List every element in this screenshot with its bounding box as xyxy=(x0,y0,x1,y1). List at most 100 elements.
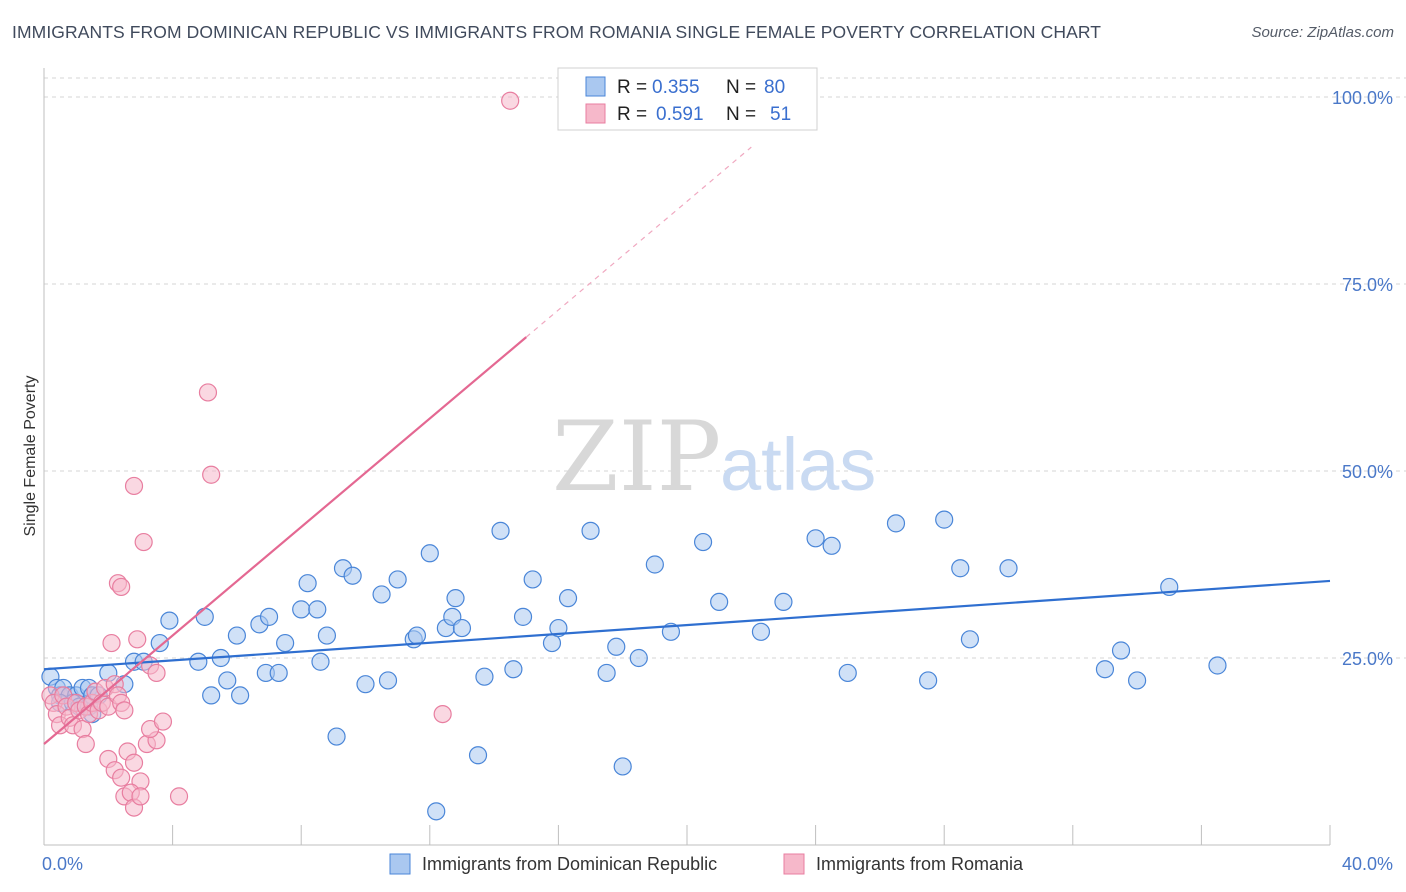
point-s0-33 xyxy=(292,600,311,619)
point-s0-83 xyxy=(1111,641,1131,660)
legend-n-value-2: 51 xyxy=(770,104,791,125)
series-swatch-pink xyxy=(783,853,805,875)
point-s0-20 xyxy=(160,611,179,630)
point-s0-72 xyxy=(774,592,793,612)
point-s0-77 xyxy=(919,671,938,690)
point-s1-26 xyxy=(112,768,131,787)
legend-swatch-pink xyxy=(585,103,606,124)
point-s0-74 xyxy=(822,536,841,555)
y-axis-label: Single Female Poverty xyxy=(22,376,39,537)
x-tick-label-0: 0.0% xyxy=(42,854,83,874)
point-s1-40 xyxy=(128,630,147,649)
point-s1-42 xyxy=(147,663,166,683)
legend-r-label-1: R = xyxy=(617,77,647,98)
legend-n-label-2: N = xyxy=(726,104,756,125)
point-s1-45 xyxy=(124,476,144,496)
point-s0-34 xyxy=(298,574,317,593)
point-s0-46 xyxy=(407,626,427,645)
point-s0-60 xyxy=(549,618,568,638)
point-s0-70 xyxy=(710,592,729,612)
series-swatch-blue xyxy=(389,853,411,875)
point-s0-38 xyxy=(327,727,346,746)
point-s0-63 xyxy=(597,663,616,683)
legend-r-value-1: 0.355 xyxy=(652,77,700,98)
point-s1-39 xyxy=(102,633,121,653)
point-s1-28 xyxy=(124,753,144,772)
point-s0-52 xyxy=(452,618,472,638)
point-s1-49 xyxy=(433,704,452,724)
point-s0-48 xyxy=(427,802,446,821)
y-tick-labels: 25.0% 50.0% 75.0% 100.0% xyxy=(1332,88,1393,669)
trend-line-dominican xyxy=(43,579,1331,671)
watermark-zip: ZIP xyxy=(552,401,721,513)
point-s0-54 xyxy=(475,667,494,686)
legend-r-value-2: 0.591 xyxy=(656,104,704,125)
point-s1-33 xyxy=(153,712,173,731)
legend-box: R = 0.355 N = 80 R = 0.591 N = 51 xyxy=(557,67,818,131)
point-s0-62 xyxy=(581,521,600,540)
point-s0-42 xyxy=(372,585,391,604)
point-s1-22 xyxy=(115,701,134,720)
point-s0-47 xyxy=(420,544,439,563)
point-s0-43 xyxy=(378,671,398,690)
point-s0-55 xyxy=(491,521,510,540)
point-s0-27 xyxy=(231,686,250,705)
series-label-romania: Immigrants from Romania xyxy=(816,854,1024,874)
point-s0-40 xyxy=(343,566,362,585)
point-s0-51 xyxy=(446,589,465,608)
point-s0-56 xyxy=(504,660,523,679)
point-s1-37 xyxy=(131,787,150,806)
point-s0-26 xyxy=(227,626,246,645)
legend-n-value-1: 80 xyxy=(764,77,785,98)
point-s0-79 xyxy=(951,559,970,578)
x-tick-label-1: 40.0% xyxy=(1342,854,1393,874)
point-s0-61 xyxy=(558,589,578,608)
point-s0-86 xyxy=(1208,656,1227,675)
point-s0-71 xyxy=(751,622,771,641)
point-s0-30 xyxy=(259,607,279,626)
point-s0-41 xyxy=(356,675,375,694)
point-s0-44 xyxy=(388,570,407,589)
point-s0-53 xyxy=(468,746,488,765)
point-s1-46 xyxy=(134,532,153,552)
point-s0-23 xyxy=(202,686,221,705)
point-s1-47 xyxy=(198,383,218,402)
point-s0-69 xyxy=(693,532,713,552)
point-s0-25 xyxy=(218,671,237,690)
y-tick-label-2: 75.0% xyxy=(1342,275,1393,295)
point-s0-81 xyxy=(999,559,1018,578)
legend-n-label-1: N = xyxy=(726,77,756,98)
point-s0-31 xyxy=(269,663,288,683)
point-s0-82 xyxy=(1095,660,1115,679)
legend-swatch-blue xyxy=(585,76,606,97)
point-s0-22 xyxy=(195,607,214,626)
chart-title: IMMIGRANTS FROM DOMINICAN REPUBLIC VS IM… xyxy=(12,22,1102,42)
y-tick-label-0: 25.0% xyxy=(1342,649,1393,669)
point-s0-67 xyxy=(645,555,664,574)
point-s0-57 xyxy=(513,607,533,626)
point-s0-66 xyxy=(629,648,648,668)
point-s1-38 xyxy=(169,787,189,806)
legend-r-label-2: R = xyxy=(617,104,647,125)
point-s0-65 xyxy=(613,757,632,776)
point-s0-58 xyxy=(523,570,542,589)
trend-line-romania-extension xyxy=(525,146,752,338)
source-label: Source: ZipAtlas.com xyxy=(1251,24,1394,41)
series-legend: Immigrants from Dominican Republic Immig… xyxy=(389,853,1024,875)
point-s1-50 xyxy=(501,91,520,110)
point-s0-73 xyxy=(806,529,825,548)
series-label-dominican: Immigrants from Dominican Republic xyxy=(422,854,717,874)
y-tick-label-1: 50.0% xyxy=(1342,462,1393,482)
point-s0-36 xyxy=(311,652,330,671)
watermark-atlas: atlas xyxy=(720,423,876,506)
point-s0-21 xyxy=(189,652,208,671)
point-s0-64 xyxy=(607,637,626,656)
point-s0-84 xyxy=(1127,671,1147,690)
x-tick-labels: 0.0% 40.0% xyxy=(42,854,1393,874)
data-points xyxy=(41,91,1227,821)
point-s0-75 xyxy=(838,663,857,683)
point-s0-80 xyxy=(960,630,980,649)
axes xyxy=(43,68,1331,846)
y-tick-label-3: 100.0% xyxy=(1332,88,1393,108)
